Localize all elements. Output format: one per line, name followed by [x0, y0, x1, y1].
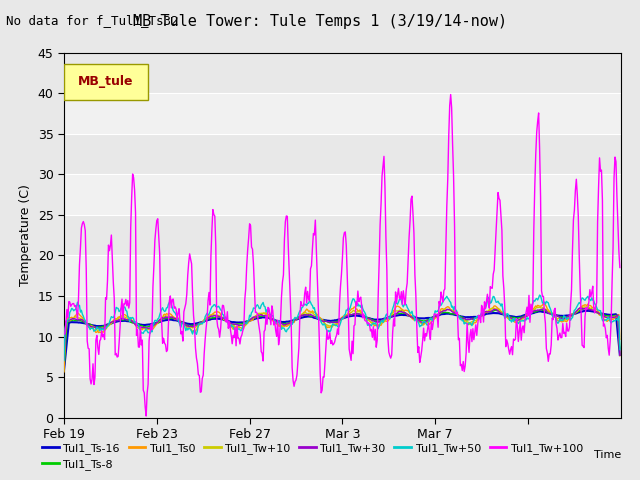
- Bar: [64, 255, 621, 296]
- Text: No data for f_Tul1_Ts32: No data for f_Tul1_Ts32: [6, 14, 179, 27]
- Legend: Tul1_Ts-16, Tul1_Ts-8, Tul1_Ts0, Tul1_Tw+10, Tul1_Tw+30, Tul1_Tw+50, Tul1_Tw+100: Tul1_Ts-16, Tul1_Ts-8, Tul1_Ts0, Tul1_Tw…: [38, 438, 588, 474]
- Bar: [64, 336, 621, 377]
- Text: MB_tule: MB_tule: [78, 75, 134, 88]
- Text: Time: Time: [593, 450, 621, 460]
- Text: MB Tule Tower: Tule Temps 1 (3/19/14-now): MB Tule Tower: Tule Temps 1 (3/19/14-now…: [133, 14, 507, 29]
- FancyBboxPatch shape: [64, 64, 147, 100]
- Bar: [64, 93, 621, 134]
- Y-axis label: Temperature (C): Temperature (C): [19, 184, 32, 286]
- Bar: [64, 174, 621, 215]
- Bar: [64, 12, 621, 53]
